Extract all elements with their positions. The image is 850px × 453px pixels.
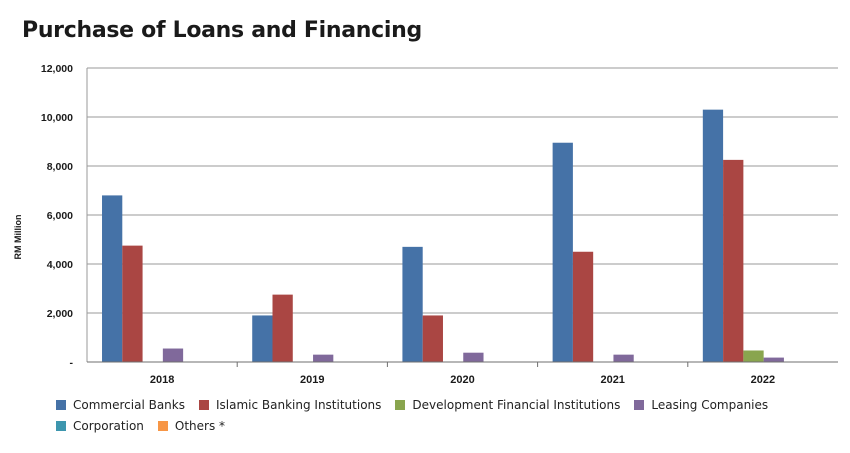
bar-leasing-companies-2022 (763, 357, 784, 362)
bar-leasing-companies-2019 (313, 354, 334, 362)
bar-commercial-banks-2018 (102, 195, 123, 362)
legend-swatch (198, 400, 209, 410)
bar-islamic-banking-institutions-2021 (572, 251, 594, 362)
y-tick-label: - (70, 357, 74, 369)
bar-islamic-banking-institutions-2020 (422, 315, 443, 362)
y-axis-label: RM Million (13, 215, 23, 260)
x-tick-label: 2018 (150, 374, 174, 386)
legend-item: Corporation (56, 419, 144, 433)
legend-item: Leasing Companies (634, 398, 768, 412)
y-tick-label: 8,000 (47, 161, 73, 173)
bar-development-financial-institutions-2022 (743, 350, 764, 362)
axes: - 2,000 4,000 6,000 8,000 10,000 12,000 2018 201… (41, 63, 838, 386)
legend-label: Leasing Companies (651, 398, 769, 412)
bar-commercial-banks-2022 (702, 109, 724, 363)
bars (102, 109, 784, 363)
legend-label: Islamic Banking Institutions (215, 398, 382, 412)
bar-commercial-banks-2020 (402, 246, 423, 362)
legend-swatch (56, 421, 66, 431)
y-tick-label: 4,000 (47, 259, 73, 271)
bar-islamic-banking-institutions-2022 (723, 159, 744, 362)
legend-swatch (157, 421, 168, 431)
bar-commercial-banks-2019 (252, 315, 273, 362)
legend: Commercial Banks Islamic Banking Institut… (56, 398, 846, 433)
bar-islamic-banking-institutions-2019 (272, 294, 293, 362)
x-tick-label: 2020 (450, 374, 474, 386)
legend-item: Commercial Banks (56, 398, 185, 412)
legend-swatch (56, 400, 66, 410)
legend-label: Corporation (73, 419, 144, 433)
y-tick-label: 10,000 (41, 112, 73, 124)
bar-commercial-banks-2021 (552, 142, 573, 362)
legend-item: Development Financial Institutions (395, 398, 620, 412)
chart-title: Purchase of Loans and Financing (22, 18, 422, 43)
legend-swatch (395, 400, 406, 410)
y-tick-label: 2,000 (47, 308, 73, 320)
x-tick-label: 2022 (751, 374, 775, 386)
legend-label: Others * (174, 419, 226, 433)
x-tick-label: 2021 (600, 374, 624, 386)
legend-swatch (634, 400, 645, 410)
legend-label: Commercial Banks (73, 398, 185, 412)
y-tick-label: 12,000 (41, 63, 73, 75)
gridlines (87, 67, 838, 314)
y-tick-label: 6,000 (47, 210, 73, 222)
x-tick-label: 2019 (300, 374, 324, 386)
legend-label: Development Financial Institutions (412, 398, 621, 412)
bar-leasing-companies-2021 (613, 354, 634, 362)
legend-item: Islamic Banking Institutions (198, 398, 382, 412)
bar-leasing-companies-2018 (162, 348, 184, 362)
bar-leasing-companies-2020 (463, 352, 484, 362)
legend-item: Others * (157, 419, 226, 433)
bar-islamic-banking-institutions-2018 (122, 245, 143, 362)
